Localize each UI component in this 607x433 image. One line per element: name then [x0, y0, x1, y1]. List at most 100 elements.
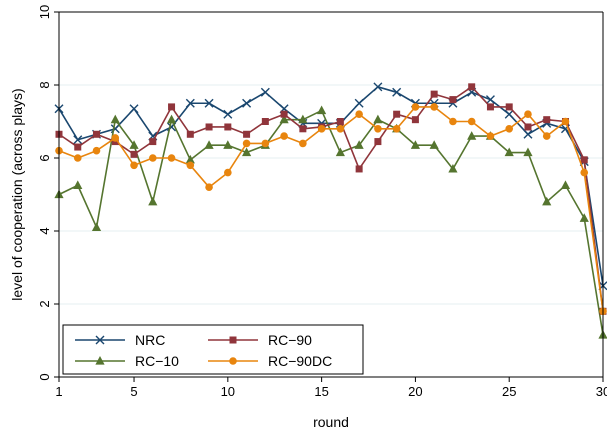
data-point	[411, 116, 419, 124]
marker-stroke	[523, 129, 533, 139]
data-point	[430, 103, 438, 111]
data-point	[299, 139, 307, 148]
data-point	[448, 163, 458, 173]
data-point	[111, 134, 120, 142]
data-point	[524, 123, 532, 131]
data-point	[74, 143, 82, 151]
data-point	[449, 96, 457, 104]
data-point	[354, 98, 364, 108]
data-point	[580, 156, 588, 164]
legend-item: NRC	[75, 332, 165, 348]
data-point	[92, 146, 101, 155]
data-point	[205, 183, 213, 191]
marker-stroke	[185, 98, 195, 108]
data-point	[523, 129, 533, 139]
data-point	[73, 135, 83, 145]
data-point	[505, 125, 514, 133]
series-rc-90	[55, 83, 607, 315]
x-tick-label: 15	[314, 384, 328, 399]
x-axis-title: round	[313, 414, 349, 430]
marker-stroke	[204, 98, 214, 108]
marker-stroke	[392, 87, 402, 97]
data-point	[467, 117, 476, 126]
data-point	[524, 110, 532, 118]
data-point	[186, 130, 194, 138]
data-point	[204, 140, 214, 149]
data-point	[205, 123, 213, 131]
marker-stroke	[504, 109, 514, 119]
data-point	[280, 110, 288, 118]
data-point	[542, 132, 551, 140]
data-point	[579, 213, 589, 222]
data-point	[317, 125, 326, 133]
marker-stroke	[95, 335, 105, 345]
data-point	[243, 130, 251, 138]
data-point	[543, 116, 551, 124]
data-point	[91, 222, 102, 231]
data-point	[429, 140, 439, 149]
data-point	[261, 139, 270, 148]
data-point	[523, 147, 533, 157]
data-point	[336, 118, 344, 125]
marker-stroke	[242, 98, 252, 108]
data-point	[73, 180, 83, 189]
x-tick-label: 20	[408, 384, 422, 399]
y-tick-label: 6	[37, 154, 52, 161]
data-point	[186, 161, 195, 170]
data-point	[560, 180, 571, 189]
data-point	[355, 110, 363, 118]
y-tick-label: 10	[37, 5, 52, 19]
data-point	[279, 114, 289, 124]
marker-stroke	[373, 82, 383, 92]
legend-label: NRC	[135, 332, 165, 348]
data-point	[130, 161, 138, 170]
data-point	[299, 125, 307, 133]
data-point	[355, 165, 363, 173]
data-point	[185, 154, 195, 164]
y-tick-label: 8	[37, 81, 52, 88]
data-point	[298, 114, 308, 124]
legend-box	[62, 324, 364, 375]
legend-label: RC−90DC	[268, 353, 332, 369]
x-tick-label: 25	[502, 384, 516, 399]
data-point	[223, 140, 233, 149]
data-point	[467, 131, 477, 140]
data-point	[242, 139, 251, 148]
x-tick-label: 30	[596, 384, 607, 399]
marker-stroke	[260, 87, 270, 97]
x-tick-label: 10	[221, 384, 235, 399]
data-point	[542, 196, 552, 206]
data-point	[280, 132, 288, 140]
data-point	[93, 130, 101, 138]
series-layer	[54, 82, 607, 339]
data-point	[505, 103, 513, 111]
data-point	[129, 104, 139, 114]
data-point	[504, 109, 514, 119]
data-point	[242, 98, 252, 108]
data-point	[449, 117, 457, 126]
marker-stroke	[129, 104, 139, 114]
data-point	[468, 83, 476, 91]
data-point	[110, 114, 120, 124]
data-point	[485, 95, 495, 105]
data-point	[167, 154, 176, 162]
legend-marker	[229, 336, 237, 344]
data-point	[336, 125, 345, 133]
data-point	[130, 150, 138, 158]
data-point	[410, 140, 421, 149]
data-point	[224, 123, 232, 131]
data-point	[374, 125, 382, 133]
data-point	[411, 103, 420, 111]
data-point	[204, 98, 214, 108]
data-point	[561, 117, 570, 126]
y-axis-title: level of cooperation (across plays)	[9, 88, 25, 300]
legend: NRC RC−90 RC−10 RC−90DC	[62, 324, 364, 375]
data-point	[148, 154, 157, 162]
series-line	[58, 109, 604, 336]
data-point	[261, 118, 269, 125]
data-point	[430, 90, 438, 98]
data-point	[185, 98, 195, 108]
y-tick-label: 2	[37, 300, 52, 307]
